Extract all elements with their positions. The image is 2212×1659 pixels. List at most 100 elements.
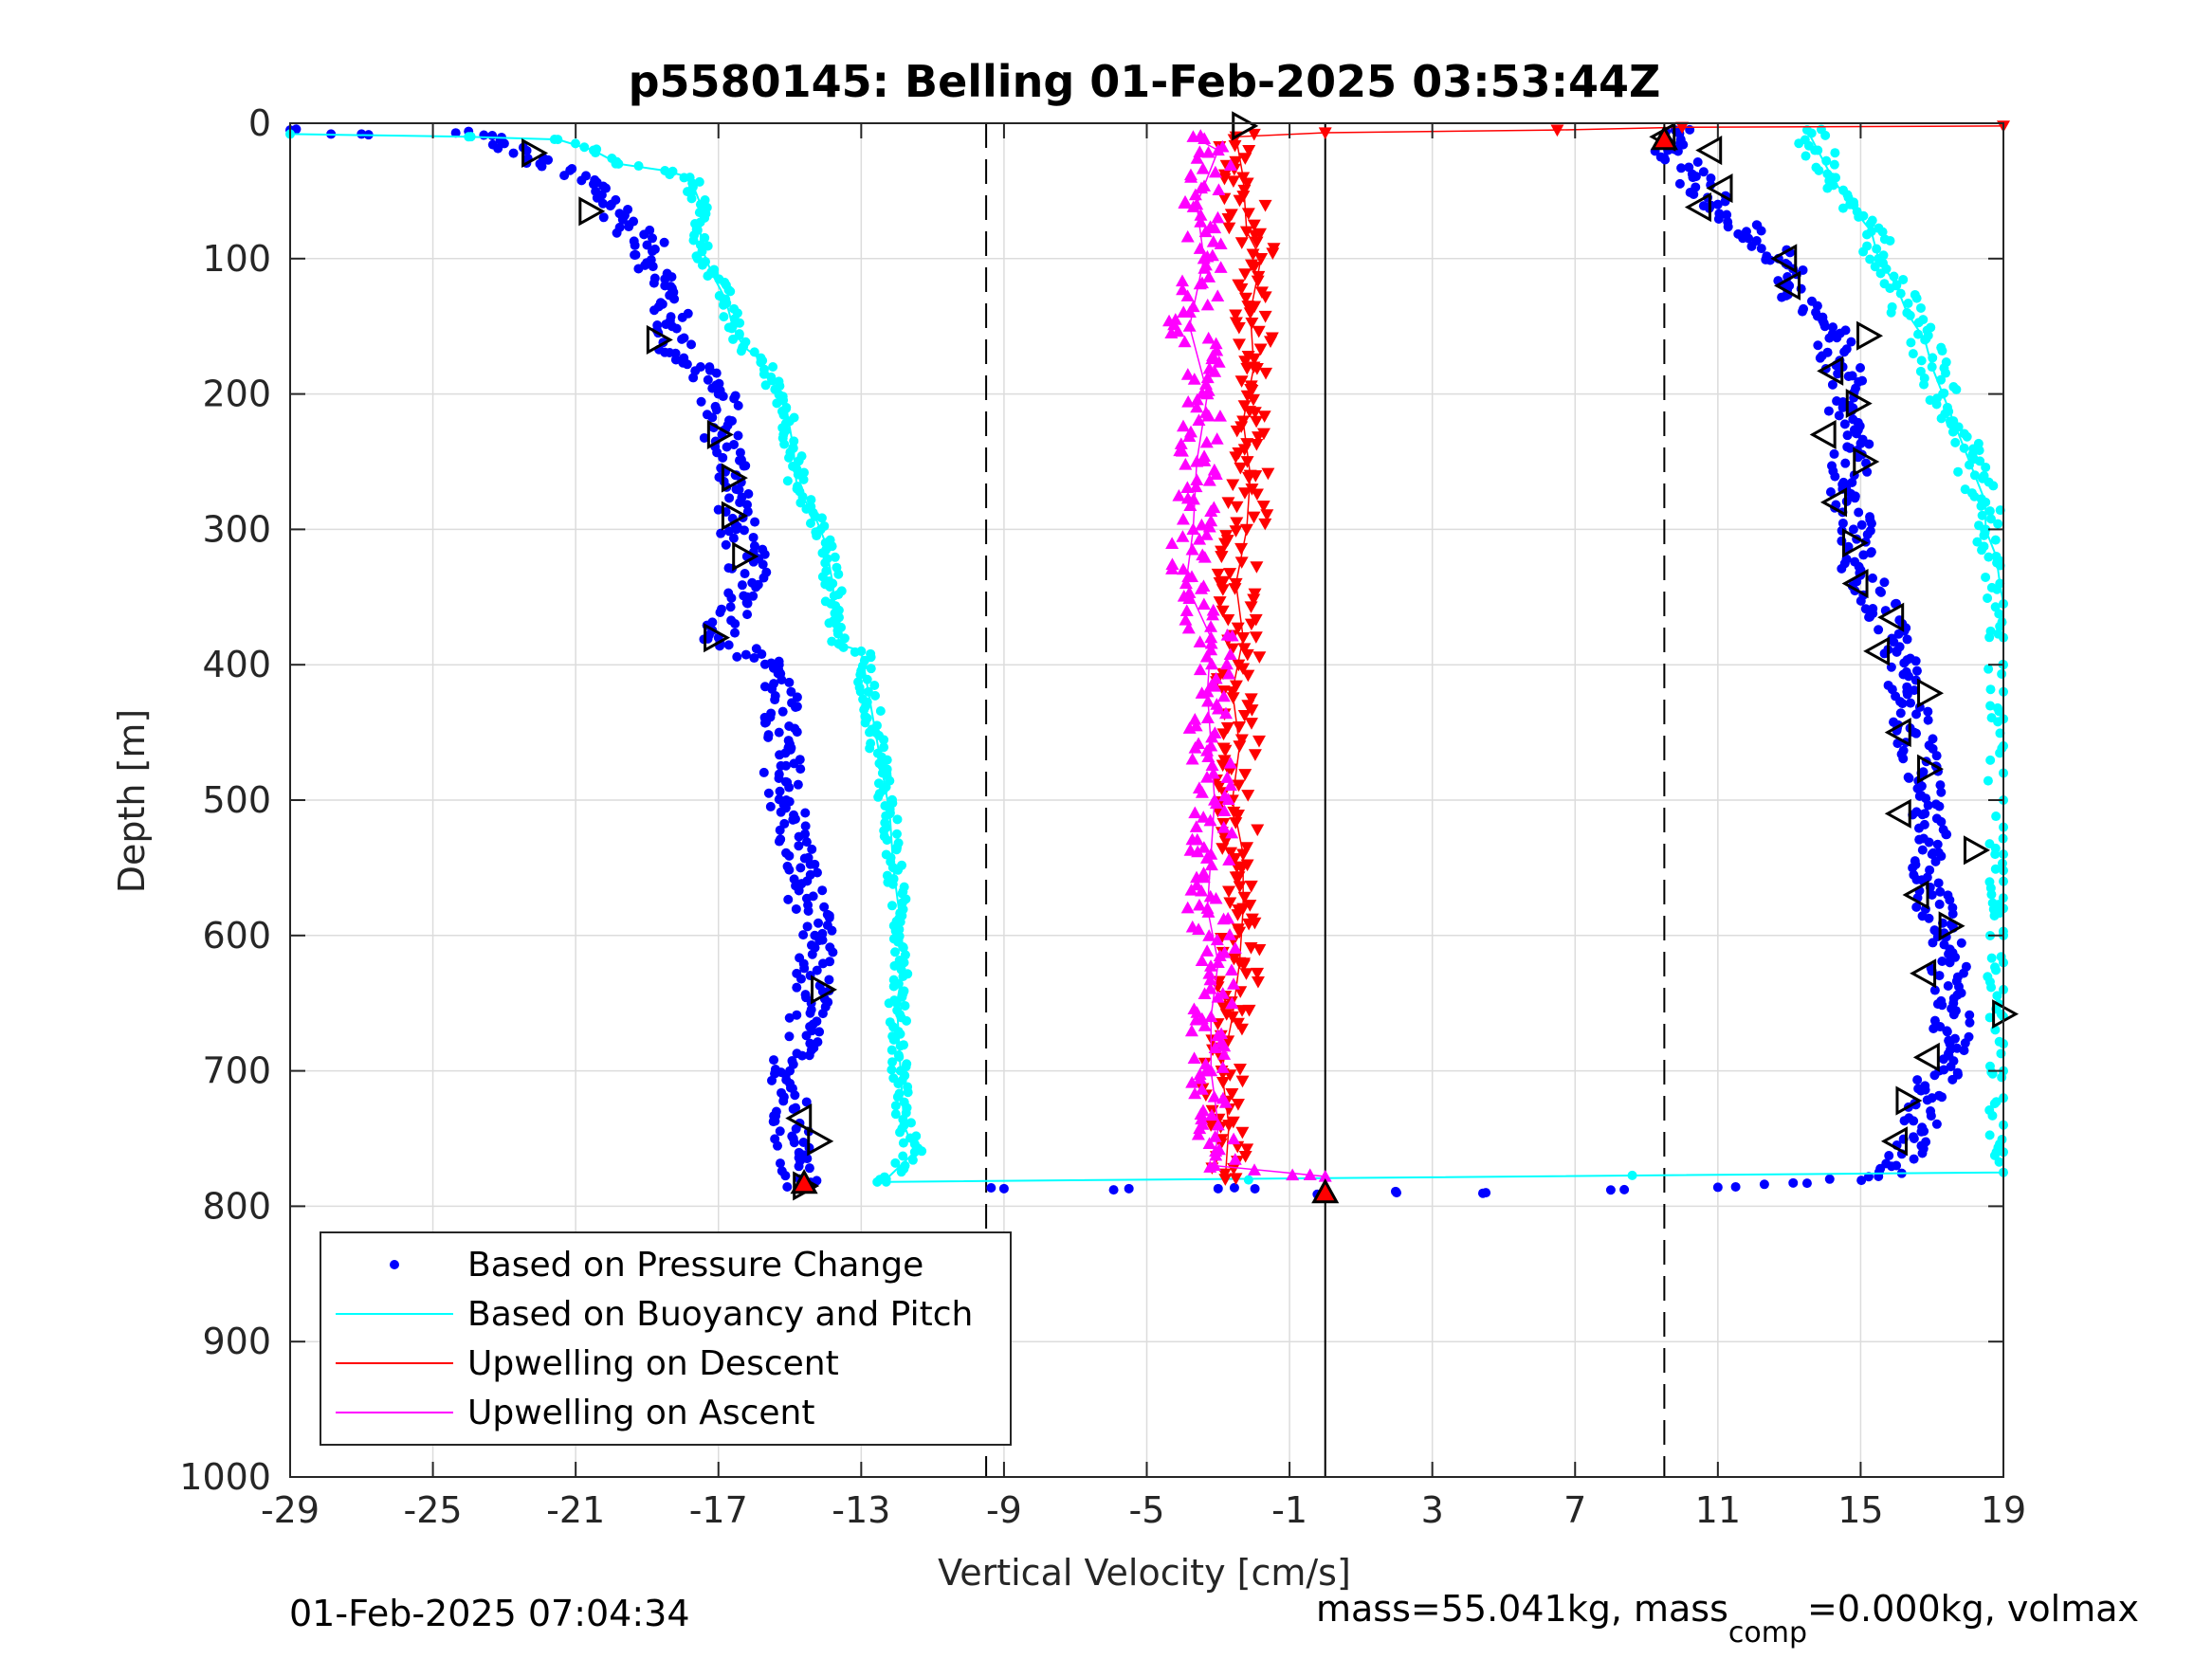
data-point <box>1730 1181 1741 1192</box>
data-point <box>1225 826 1239 839</box>
data-point <box>1209 796 1223 809</box>
data-point <box>1892 280 1902 290</box>
data-point <box>1964 1031 1974 1042</box>
data-point <box>642 240 652 250</box>
data-point <box>1208 365 1222 377</box>
data-point <box>818 958 829 969</box>
data-point <box>699 432 709 443</box>
data-point <box>1801 151 1811 161</box>
data-point <box>1205 758 1219 772</box>
data-point <box>356 129 367 139</box>
data-point <box>1199 649 1214 663</box>
data-point <box>1247 261 1261 274</box>
data-point <box>1983 552 1994 562</box>
data-point <box>1206 608 1220 621</box>
data-point <box>1258 291 1272 303</box>
heading-marker <box>721 463 748 493</box>
data-point <box>788 1103 798 1114</box>
data-point <box>790 1090 800 1101</box>
data-point <box>814 918 824 928</box>
data-point <box>873 792 884 802</box>
data-point <box>1200 944 1215 957</box>
data-point <box>1841 554 1852 564</box>
data-point <box>804 1163 814 1174</box>
data-point <box>741 500 752 510</box>
data-point <box>768 1117 778 1127</box>
data-point <box>1935 886 1946 897</box>
data-point <box>1969 470 1980 481</box>
data-point <box>1856 520 1867 530</box>
data-point <box>1919 819 1929 830</box>
data-point <box>1218 835 1233 848</box>
data-point <box>1931 1119 1942 1129</box>
data-point <box>1191 1127 1205 1140</box>
data-point <box>1801 1178 1812 1189</box>
x-axis-label: Vertical Velocity [cm/s] <box>938 1552 1351 1594</box>
data-point <box>1208 680 1222 692</box>
data-point <box>1605 1185 1616 1195</box>
data-point <box>1240 648 1254 662</box>
data-point <box>1856 363 1866 374</box>
data-point <box>1250 415 1264 428</box>
x-tick-label: -1 <box>1271 1489 1307 1531</box>
data-point <box>1390 1186 1400 1196</box>
data-point <box>1216 820 1231 833</box>
data-point <box>1240 842 1254 854</box>
data-point <box>1868 604 1878 614</box>
data-point <box>1942 402 1952 412</box>
data-point <box>827 925 837 936</box>
data-point <box>893 865 904 875</box>
data-point <box>1879 577 1890 588</box>
data-point <box>1238 1150 1252 1163</box>
data-point <box>1234 863 1249 876</box>
data-point <box>1218 1174 1233 1186</box>
data-point <box>812 531 822 541</box>
data-point <box>1259 367 1273 380</box>
legend-label: Based on Pressure Change <box>467 1246 923 1285</box>
data-point <box>817 1009 828 1019</box>
data-point <box>612 228 622 238</box>
data-point <box>1232 338 1246 351</box>
data-point <box>828 947 838 957</box>
data-point <box>1266 247 1280 260</box>
data-point <box>1233 1064 1247 1076</box>
data-point <box>1209 1148 1223 1161</box>
data-point <box>1959 428 1969 439</box>
data-point <box>1909 869 1919 880</box>
data-point <box>617 214 628 225</box>
data-point <box>1213 1183 1223 1194</box>
data-point <box>776 807 786 817</box>
data-point <box>1244 601 1258 613</box>
data-point <box>802 921 813 932</box>
data-point <box>549 135 559 145</box>
data-point <box>1865 512 1875 522</box>
data-point <box>1237 891 1252 904</box>
y-tick-label: 900 <box>202 1321 271 1362</box>
series-upwelling_ascent <box>1162 129 1332 1182</box>
data-point <box>795 863 806 873</box>
data-point <box>1931 751 1942 761</box>
data-point <box>1234 556 1249 569</box>
data-point <box>1986 953 1997 963</box>
axis-ticks: -29 -25 -21 -17 -13 -9 -5 -1 3 7 11 15 1901002003004… <box>179 102 2026 1531</box>
data-point <box>1939 1065 1949 1075</box>
data-point <box>1985 755 1996 765</box>
data-point <box>860 718 870 728</box>
data-point <box>1182 319 1197 332</box>
heading-marker <box>1917 678 1945 708</box>
data-point <box>1179 604 1194 617</box>
data-point <box>1895 288 1906 299</box>
data-point <box>807 949 817 959</box>
data-point <box>1176 530 1190 542</box>
data-point <box>711 405 722 415</box>
data-point <box>1240 390 1254 403</box>
data-point <box>1234 283 1249 296</box>
data-point <box>1201 145 1216 158</box>
data-point <box>1984 1105 1995 1116</box>
data-point <box>903 1087 913 1098</box>
data-point <box>812 965 822 975</box>
x-tick-label: -21 <box>546 1489 605 1531</box>
data-point <box>898 942 908 953</box>
data-point <box>1997 617 2007 628</box>
data-point <box>1984 1130 1995 1140</box>
